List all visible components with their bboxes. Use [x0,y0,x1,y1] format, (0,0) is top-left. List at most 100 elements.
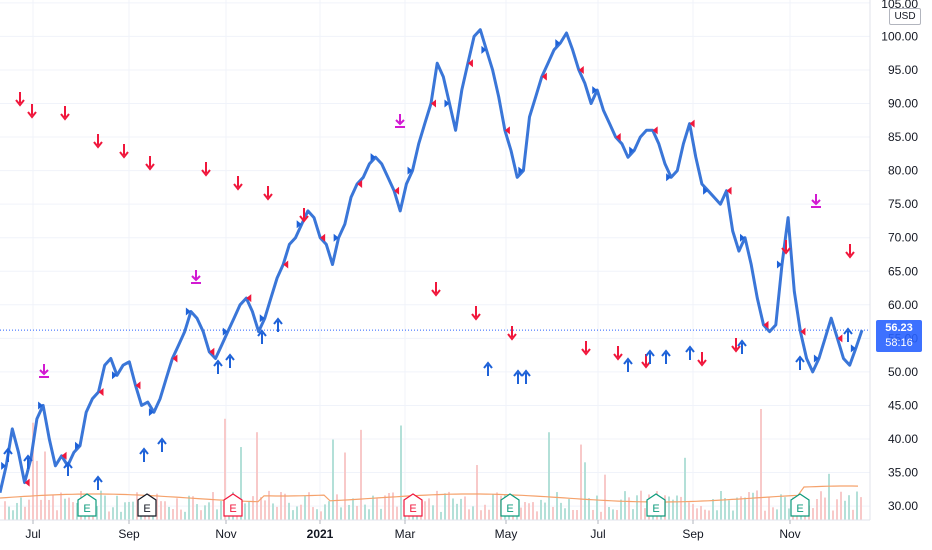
y-tick-label: 75.00 [888,197,918,211]
volume-bar [684,457,686,520]
earnings-marker[interactable]: E [500,493,520,517]
volume-bar [216,509,218,520]
volume-bar [496,492,498,520]
volume-bar [540,499,542,520]
triangle-marker-icon [813,354,819,363]
y-tick-label: 45.00 [888,398,918,412]
volume-bar [380,508,382,520]
triangle-marker-icon [615,133,621,142]
triangle-marker-icon [283,260,289,269]
volume-bar [296,506,298,520]
volume-bar [468,509,470,520]
time-axis[interactable]: Jul Sep Nov 2021 Mar May Jul Sep Nov [25,520,801,541]
volume-bar [28,499,30,520]
volume-bar [76,502,78,520]
triangle-marker-icon [837,334,843,343]
volume-bar [452,498,454,520]
volume-bar [264,500,266,520]
x-tick-label: Sep [682,527,704,541]
volume-bar [212,492,214,520]
earnings-marker[interactable]: E [646,493,666,517]
sell-arrow-icon [93,134,103,149]
x-tick-label: Jul [590,527,605,541]
volume-bar [180,509,182,520]
volume-bar [440,511,442,520]
earnings-marker[interactable]: E [223,493,243,517]
event-marker-icon [811,194,821,208]
triangle-marker-icon [148,408,154,417]
earnings-marker[interactable]: E [790,493,810,517]
volume-bar [4,501,6,520]
volume-bar [636,495,638,520]
triangle-marker-icon [578,65,584,74]
sell-arrow-icon [263,186,273,201]
sell-arrow-icon [233,176,243,191]
volume-bar [852,509,854,520]
volume-bar [100,490,102,520]
volume-bar [816,498,818,520]
volume-bar [44,451,46,520]
volume-bar [376,498,378,520]
y-tick-label: 65.00 [888,264,918,278]
volume-bar [580,444,582,520]
volume-bar [600,511,602,520]
y-tick-label: 40.00 [888,432,918,446]
volume-bar [308,492,310,520]
volume-bar [300,504,302,520]
earnings-marker[interactable]: E [403,493,423,517]
volume-bar [736,497,738,520]
volume-bar [248,500,250,520]
x-tick-label: 2021 [307,527,334,541]
triangle-marker-icon [481,45,487,54]
volume-bar [788,508,790,520]
volume-bar [324,504,326,520]
volume-bar [532,502,534,520]
volume-bar [12,510,14,520]
currency-label[interactable]: USD [889,8,921,25]
volume-bar [336,494,338,520]
volume-bar [584,462,586,520]
volume-bar [548,432,550,520]
y-tick-label: 30.00 [888,499,918,513]
price-axis[interactable]: 30.0035.0040.0045.0050.0055.0060.0065.00… [881,0,918,513]
triangle-marker-icon [394,186,400,195]
volume-bar [484,504,486,520]
triangle-marker-icon [629,146,635,155]
triangle-marker-icon [259,314,265,323]
volume-bar [424,501,426,520]
volume-bar [432,505,434,520]
sell-arrow-icon [781,240,791,255]
volume-bar [204,505,206,520]
triangle-marker-icon [726,186,732,195]
volume-bar [472,506,474,520]
volume-bar [784,497,786,520]
triangle-marker-icon [407,166,413,175]
buy-arrow-icon [661,349,671,364]
volume-bar [436,490,438,520]
volume-bar [688,502,690,520]
volume-bar [244,503,246,520]
volume-bar [208,502,210,520]
event-marker-icon [39,364,49,378]
volume-bar [628,497,630,520]
triangle-marker-icon [504,126,510,135]
sell-arrow-icon [299,208,309,223]
earnings-marker[interactable]: E [77,493,97,517]
x-tick-label: Mar [395,527,416,541]
volume-bar [528,503,530,520]
volume-bar [644,508,646,520]
volume-bar [400,425,402,520]
volume-bar [68,497,70,520]
x-tick-label: Sep [118,527,140,541]
y-tick-label: 80.00 [888,164,918,178]
earnings-marker[interactable]: E [137,493,157,517]
triangle-marker-icon [185,307,191,316]
volume-bar [692,504,694,520]
volume-bar [72,502,74,520]
volume-bar [340,507,342,520]
volume-bar [560,502,562,520]
y-tick-label: 60.00 [888,298,918,312]
volume-bar [592,509,594,520]
